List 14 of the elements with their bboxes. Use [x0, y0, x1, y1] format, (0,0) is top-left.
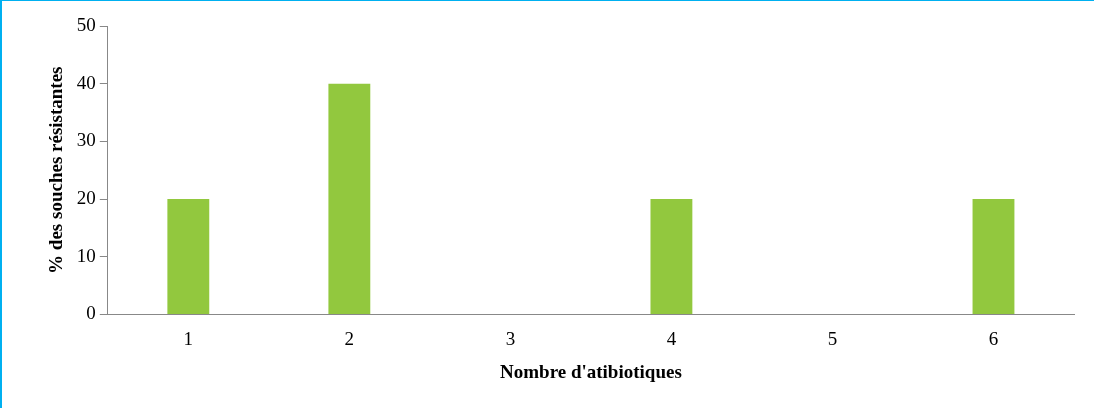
x-tick-label: 3	[505, 327, 516, 349]
x-tick-label: 2	[344, 327, 355, 349]
x-tick-label: 5	[827, 327, 838, 349]
y-tick-label: 30	[76, 129, 96, 151]
x-tick-label: 1	[183, 327, 194, 349]
y-axis-title: % des souches résistantes	[45, 66, 67, 274]
y-tick-label: 20	[76, 187, 96, 209]
y-tick-label: 50	[76, 13, 96, 35]
y-tick-label: 0	[86, 302, 96, 324]
y-tick-label: 40	[76, 71, 96, 93]
x-axis-title: Nombre d'atibiotiques	[500, 360, 682, 382]
y-tick-label: 10	[76, 244, 96, 266]
x-tick-label: 6	[988, 327, 999, 349]
x-tick-label: 4	[666, 327, 677, 349]
